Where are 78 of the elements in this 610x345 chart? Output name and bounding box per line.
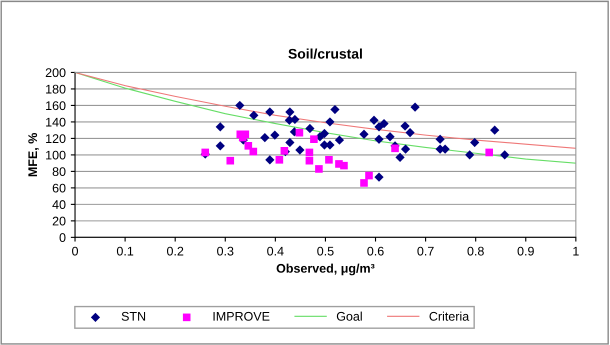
point xyxy=(216,122,225,132)
point xyxy=(276,156,284,164)
legend-label: IMPROVE xyxy=(213,312,270,321)
y-tick-label: 40 xyxy=(52,200,66,210)
point xyxy=(325,117,335,127)
y-tick-label: 200 xyxy=(46,68,66,78)
x-tick-label: 0.1 xyxy=(116,246,134,256)
point xyxy=(410,102,420,112)
y-axis-title: MFE, % xyxy=(28,133,39,176)
point xyxy=(315,165,323,173)
legend-label: Goal xyxy=(336,312,362,321)
point xyxy=(296,128,304,136)
x-tick-label: 0 xyxy=(72,246,78,256)
point xyxy=(295,145,304,155)
x-axis-title: Observed, μg/m³ xyxy=(276,264,374,276)
point xyxy=(379,118,389,128)
point xyxy=(334,135,344,145)
point xyxy=(265,107,274,117)
point xyxy=(226,156,234,164)
point xyxy=(369,116,379,125)
point xyxy=(436,134,445,144)
y-tick-label: 60 xyxy=(52,184,66,193)
x-tick-label: 0.5 xyxy=(317,246,334,256)
point xyxy=(340,162,348,170)
y-tick-label: 140 xyxy=(46,118,66,127)
point xyxy=(244,142,252,150)
point xyxy=(405,128,415,138)
x-tick-label: 0.6 xyxy=(367,246,384,256)
point xyxy=(400,144,410,154)
y-tick-label: 180 xyxy=(46,84,66,94)
point xyxy=(325,156,333,164)
point xyxy=(465,150,474,160)
point xyxy=(500,150,510,160)
y-tick-label: 80 xyxy=(52,167,66,176)
point xyxy=(216,141,225,150)
point xyxy=(265,155,274,164)
point xyxy=(320,128,330,138)
point xyxy=(285,138,294,148)
point xyxy=(290,114,300,124)
point xyxy=(306,148,314,156)
point xyxy=(400,121,410,131)
point xyxy=(285,107,294,117)
point xyxy=(305,124,315,134)
x-tick-label: 0.2 xyxy=(166,246,184,256)
point xyxy=(249,110,258,120)
point xyxy=(310,135,318,144)
point xyxy=(490,126,500,135)
y-tick-label: 0 xyxy=(60,233,66,242)
point xyxy=(485,148,494,156)
x-tick-label: 0.3 xyxy=(217,246,234,256)
chart-title: Soil/crustal xyxy=(288,48,362,59)
point xyxy=(385,132,395,142)
legend-label: STN xyxy=(122,312,146,321)
x-tick-label: 0.8 xyxy=(467,246,484,256)
point xyxy=(260,132,270,142)
point xyxy=(470,138,480,148)
point xyxy=(330,104,340,114)
point xyxy=(365,172,373,180)
y-tick-label: 100 xyxy=(46,150,66,160)
point xyxy=(250,148,258,156)
point xyxy=(270,130,280,140)
x-tick-label: 0.4 xyxy=(267,246,284,256)
point xyxy=(374,134,384,144)
point xyxy=(391,144,399,152)
point xyxy=(235,100,244,110)
point xyxy=(359,130,369,139)
point xyxy=(374,172,384,182)
y-tick-label: 160 xyxy=(46,101,66,110)
point xyxy=(201,148,210,156)
x-tick-label: 0.7 xyxy=(417,246,434,256)
legend-label: Criteria xyxy=(430,312,470,321)
point xyxy=(395,152,405,162)
y-tick-label: 20 xyxy=(52,216,66,226)
x-tick-label: 1 xyxy=(573,246,579,256)
point xyxy=(360,179,368,187)
y-tick-label: 120 xyxy=(46,134,66,144)
x-tick-label: 0.9 xyxy=(518,246,534,256)
point xyxy=(306,156,314,164)
